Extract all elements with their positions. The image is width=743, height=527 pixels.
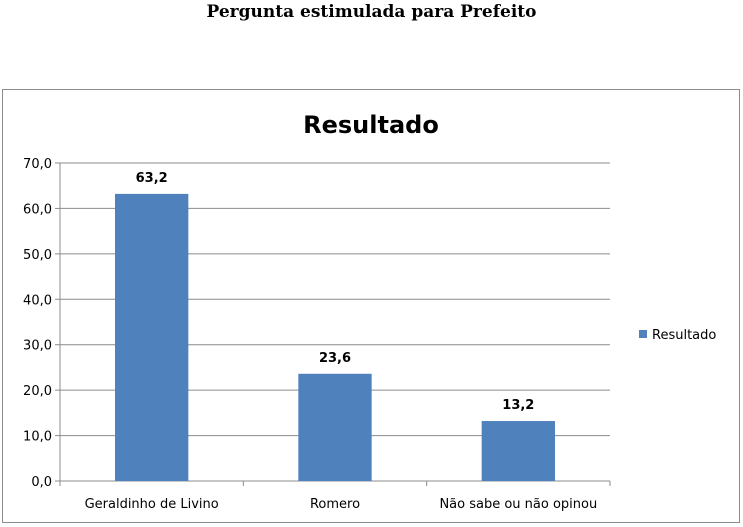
y-tick-label: 10,0 <box>23 430 52 445</box>
y-tick-label: 0,0 <box>31 475 52 490</box>
bars: 63,2 23,6 13,2 <box>115 171 555 482</box>
y-tick-label: 70,0 <box>23 157 52 172</box>
data-label: 23,6 <box>319 351 351 366</box>
y-tick-label: 30,0 <box>23 339 52 354</box>
bar <box>298 373 372 481</box>
bar <box>115 193 189 482</box>
y-axis: 0,0 10,0 20,0 30,0 40,0 50,0 60,0 70,0 <box>23 157 61 490</box>
bar <box>481 421 555 481</box>
x-tick-label: Geraldinho de Livino <box>85 497 219 512</box>
x-axis: Geraldinho de Livino Romero Não sabe ou nã… <box>59 481 611 512</box>
x-tick-label: Romero <box>310 497 360 512</box>
y-tick-label: 60,0 <box>23 202 52 217</box>
x-tick-label: Não sabe ou não opinou <box>439 497 597 512</box>
data-label: 13,2 <box>502 398 534 413</box>
legend-swatch <box>639 330 647 338</box>
legend: Resultado <box>639 328 716 343</box>
legend-label: Resultado <box>652 328 716 343</box>
page-title: Pergunta estimulada para Prefeito <box>206 2 537 22</box>
y-tick-label: 50,0 <box>23 248 52 263</box>
y-tick-label: 20,0 <box>23 384 52 399</box>
y-tick-label: 40,0 <box>23 293 52 308</box>
chart-title: Resultado <box>303 111 439 139</box>
data-label: 63,2 <box>136 171 168 186</box>
